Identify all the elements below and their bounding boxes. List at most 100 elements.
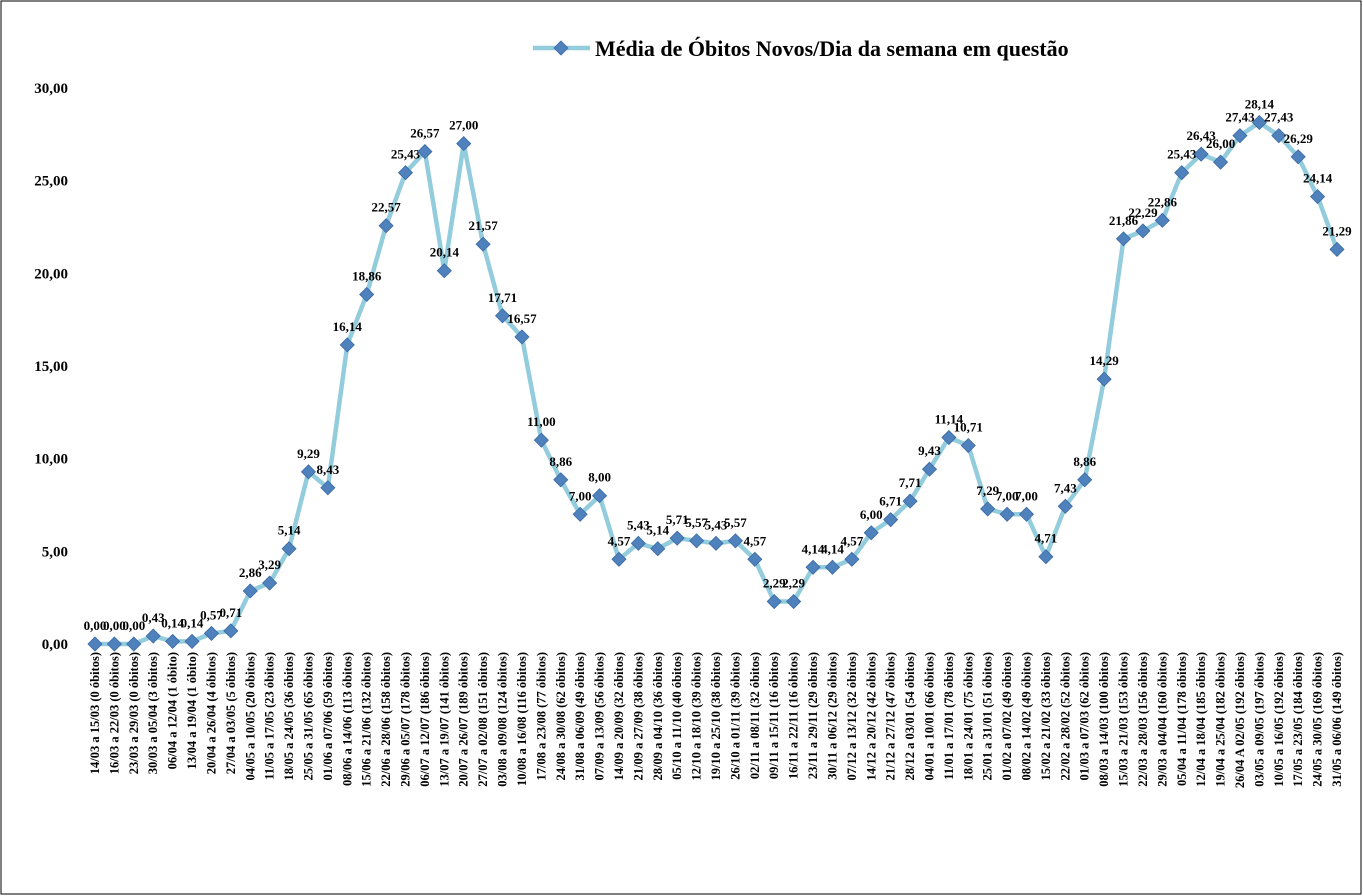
point-marker bbox=[669, 530, 685, 546]
point-marker bbox=[126, 636, 142, 652]
point-marker bbox=[863, 525, 879, 541]
point-marker bbox=[572, 506, 588, 522]
data-label: 27,00 bbox=[449, 118, 478, 133]
point-marker bbox=[1193, 146, 1209, 162]
x-tick-label: 01/02 a 07/02 (49 óbitos) bbox=[1000, 652, 1014, 780]
data-label: 3,29 bbox=[258, 557, 281, 572]
data-label: 7,00 bbox=[1015, 488, 1038, 503]
point-marker bbox=[1232, 128, 1248, 144]
data-label: 5,43 bbox=[627, 517, 650, 532]
point-marker bbox=[397, 165, 414, 181]
point-marker bbox=[1310, 189, 1326, 205]
point-marker bbox=[553, 472, 569, 488]
point-marker bbox=[902, 493, 918, 509]
data-label: 0,00 bbox=[103, 618, 126, 633]
data-label: 22,29 bbox=[1128, 205, 1158, 220]
point-marker bbox=[456, 136, 472, 152]
point-marker bbox=[1038, 549, 1054, 565]
data-label: 7,71 bbox=[899, 475, 922, 490]
data-label: 18,86 bbox=[352, 268, 382, 283]
x-tick-label: 08/06 a 14/06 (113 óbitos) bbox=[340, 652, 354, 786]
x-tick-label: 06/04 a 12/04 (1 óbito) bbox=[166, 652, 180, 769]
point-marker bbox=[980, 501, 996, 517]
data-label: 26,57 bbox=[410, 126, 440, 141]
point-marker bbox=[1329, 241, 1345, 257]
data-label: 0,14 bbox=[181, 615, 204, 630]
x-tick-label: 02/11 a 08/11 (32 óbitos) bbox=[748, 652, 762, 779]
data-label: 6,00 bbox=[860, 507, 883, 522]
y-tick-label: 10,00 bbox=[34, 452, 68, 468]
x-tick-label: 08/02 a 14/02 (49 óbitos) bbox=[1020, 652, 1034, 780]
point-marker bbox=[87, 636, 103, 652]
point-marker bbox=[630, 535, 646, 551]
data-label: 8,86 bbox=[549, 454, 572, 469]
point-marker bbox=[689, 533, 705, 549]
x-tick-label: 20/04 a 26/04 (4 óbitos) bbox=[204, 652, 218, 774]
point-marker bbox=[300, 464, 317, 480]
point-marker bbox=[786, 593, 802, 610]
point-marker bbox=[184, 633, 200, 649]
point-marker bbox=[591, 488, 608, 504]
data-label: 21,86 bbox=[1109, 213, 1139, 228]
point-marker bbox=[708, 535, 724, 551]
x-tick-label: 11/01 a 17/01 (78 óbitos) bbox=[942, 652, 956, 780]
x-tick-label: 23/11 a 29/11 (29 óbitos) bbox=[806, 652, 820, 779]
data-label: 24,14 bbox=[1303, 171, 1333, 186]
point-marker bbox=[1115, 231, 1132, 247]
x-tick-label: 15/02 a 21/02 (33 óbitos) bbox=[1039, 652, 1053, 780]
data-label: 2,29 bbox=[763, 576, 786, 591]
point-marker bbox=[203, 625, 220, 642]
x-tick-label: 13/07 a 19/07 (141 óbitos) bbox=[437, 652, 451, 787]
x-tick-label: 18/05 a 24/05 (36 óbitos) bbox=[282, 652, 296, 780]
data-label: 4,14 bbox=[802, 541, 825, 556]
point-marker bbox=[960, 437, 976, 454]
point-marker bbox=[727, 533, 743, 549]
x-tick-label: 14/12 a 20/12 (42 óbitos) bbox=[864, 652, 878, 780]
point-marker bbox=[747, 551, 763, 567]
point-marker bbox=[805, 559, 821, 575]
x-tick-label: 08/03 a 14/03 (100 óbitos) bbox=[1097, 652, 1111, 787]
data-label: 17,71 bbox=[488, 290, 517, 305]
x-tick-label: 26/10 a 01/11 (39 óbitos) bbox=[728, 652, 742, 780]
x-tick-label: 07/12 a 13/12 (32 óbitos) bbox=[845, 652, 859, 780]
point-marker bbox=[883, 512, 899, 528]
point-marker bbox=[611, 551, 627, 567]
x-tick-label: 15/03 a 21/03 (153 óbitos) bbox=[1117, 652, 1131, 787]
data-label: 5,57 bbox=[685, 515, 708, 530]
point-marker bbox=[766, 593, 782, 610]
y-tick-label: 0,00 bbox=[42, 637, 68, 653]
x-tick-label: 22/02 a 28/02 (52 óbitos) bbox=[1058, 652, 1072, 780]
legend-label: Média de Óbitos Novos/Dia da semana em q… bbox=[595, 36, 1069, 61]
data-label: 7,29 bbox=[976, 483, 999, 498]
point-marker bbox=[1096, 371, 1112, 387]
point-marker bbox=[494, 308, 511, 324]
x-tick-label: 16/03 a 22/03 (0 óbitos) bbox=[107, 652, 121, 774]
x-tick-label: 21/09 a 27/09 (38 óbitos) bbox=[631, 652, 645, 780]
data-label: 0,00 bbox=[84, 618, 107, 633]
data-label: 9,29 bbox=[297, 446, 320, 461]
x-tick-label: 09/11 a 15/11 (16 óbitos) bbox=[767, 652, 781, 779]
data-label: 26,29 bbox=[1284, 131, 1314, 146]
x-tick-label: 12/10 a 18/10 (39 óbitos) bbox=[690, 652, 704, 780]
x-tick-label: 04/01 a 10/01 (66 óbitos) bbox=[922, 652, 936, 780]
y-tick-label: 25,00 bbox=[34, 174, 68, 190]
data-label: 21,57 bbox=[469, 218, 499, 233]
point-marker bbox=[1135, 223, 1151, 239]
x-tick-label: 29/03 a 04/04 (160 óbitos) bbox=[1155, 652, 1169, 787]
data-label: 21,29 bbox=[1322, 223, 1352, 238]
data-label: 7,00 bbox=[569, 488, 592, 503]
data-label: 6,71 bbox=[879, 494, 902, 509]
y-tick-label: 20,00 bbox=[34, 266, 68, 282]
x-tick-label: 07/09 a 13/09 (56 óbitos) bbox=[593, 652, 607, 780]
x-tick-label: 24/05 a 30/05 (169 óbitos) bbox=[1311, 652, 1325, 787]
point-marker bbox=[1212, 154, 1229, 170]
data-label: 7,43 bbox=[1054, 480, 1077, 495]
data-label: 0,14 bbox=[161, 615, 184, 630]
point-marker bbox=[1271, 128, 1287, 144]
point-marker bbox=[844, 551, 860, 567]
data-label: 8,86 bbox=[1073, 454, 1096, 469]
point-marker bbox=[1290, 149, 1306, 165]
x-tick-label: 01/06 a 07/06 (59 óbitos) bbox=[321, 652, 335, 780]
x-tick-label: 19/10 a 25/10 (38 óbitos) bbox=[709, 652, 723, 780]
